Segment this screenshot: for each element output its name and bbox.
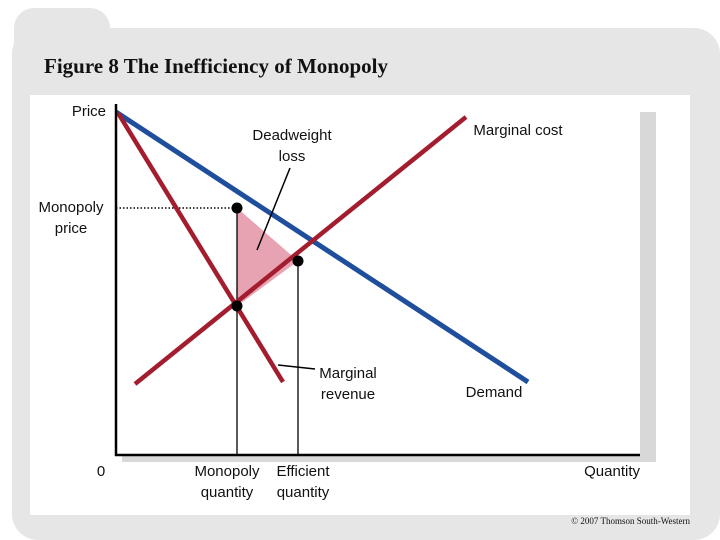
deadweight-pointer (256, 167, 291, 251)
efficient-quantity-label: Efficient (276, 463, 330, 480)
x-axis-label: Quantity (584, 463, 640, 480)
deadweight-label: Deadweight (252, 127, 332, 144)
efficient-quantity-label: quantity (277, 484, 330, 501)
marginal-revenue-curve (116, 111, 285, 384)
y-axis-label: Price (72, 103, 106, 120)
marginal-revenue-pointer (277, 364, 316, 370)
monopoly-price-label: price (55, 220, 88, 237)
corner-tab (14, 8, 110, 68)
demand-curve (114, 109, 530, 385)
plot-area (116, 106, 640, 455)
origin-label: 0 (97, 463, 105, 480)
monopoly-point (231, 202, 243, 214)
demand-label: Demand (466, 384, 523, 401)
marginal-revenue-label: revenue (321, 386, 375, 403)
marginal-cost-curve (133, 115, 468, 386)
copyright: © 2007 Thomson South-Western (571, 516, 690, 526)
monopoly-quantity-label: quantity (201, 484, 254, 501)
deadweight-label: loss (279, 148, 306, 165)
title: Figure 8 The Inefficiency of Monopoly (44, 54, 388, 78)
marginal-revenue-label: Marginal (319, 365, 377, 382)
mr-mc-point (231, 300, 243, 312)
marginal-cost-label: Marginal cost (473, 122, 563, 139)
deadweight-loss-area (237, 208, 298, 306)
monopoly-price-label: Monopoly (38, 199, 104, 216)
efficient-point (292, 255, 304, 267)
monopoly-quantity-label: Monopoly (194, 463, 260, 480)
top-margin (0, 0, 720, 28)
